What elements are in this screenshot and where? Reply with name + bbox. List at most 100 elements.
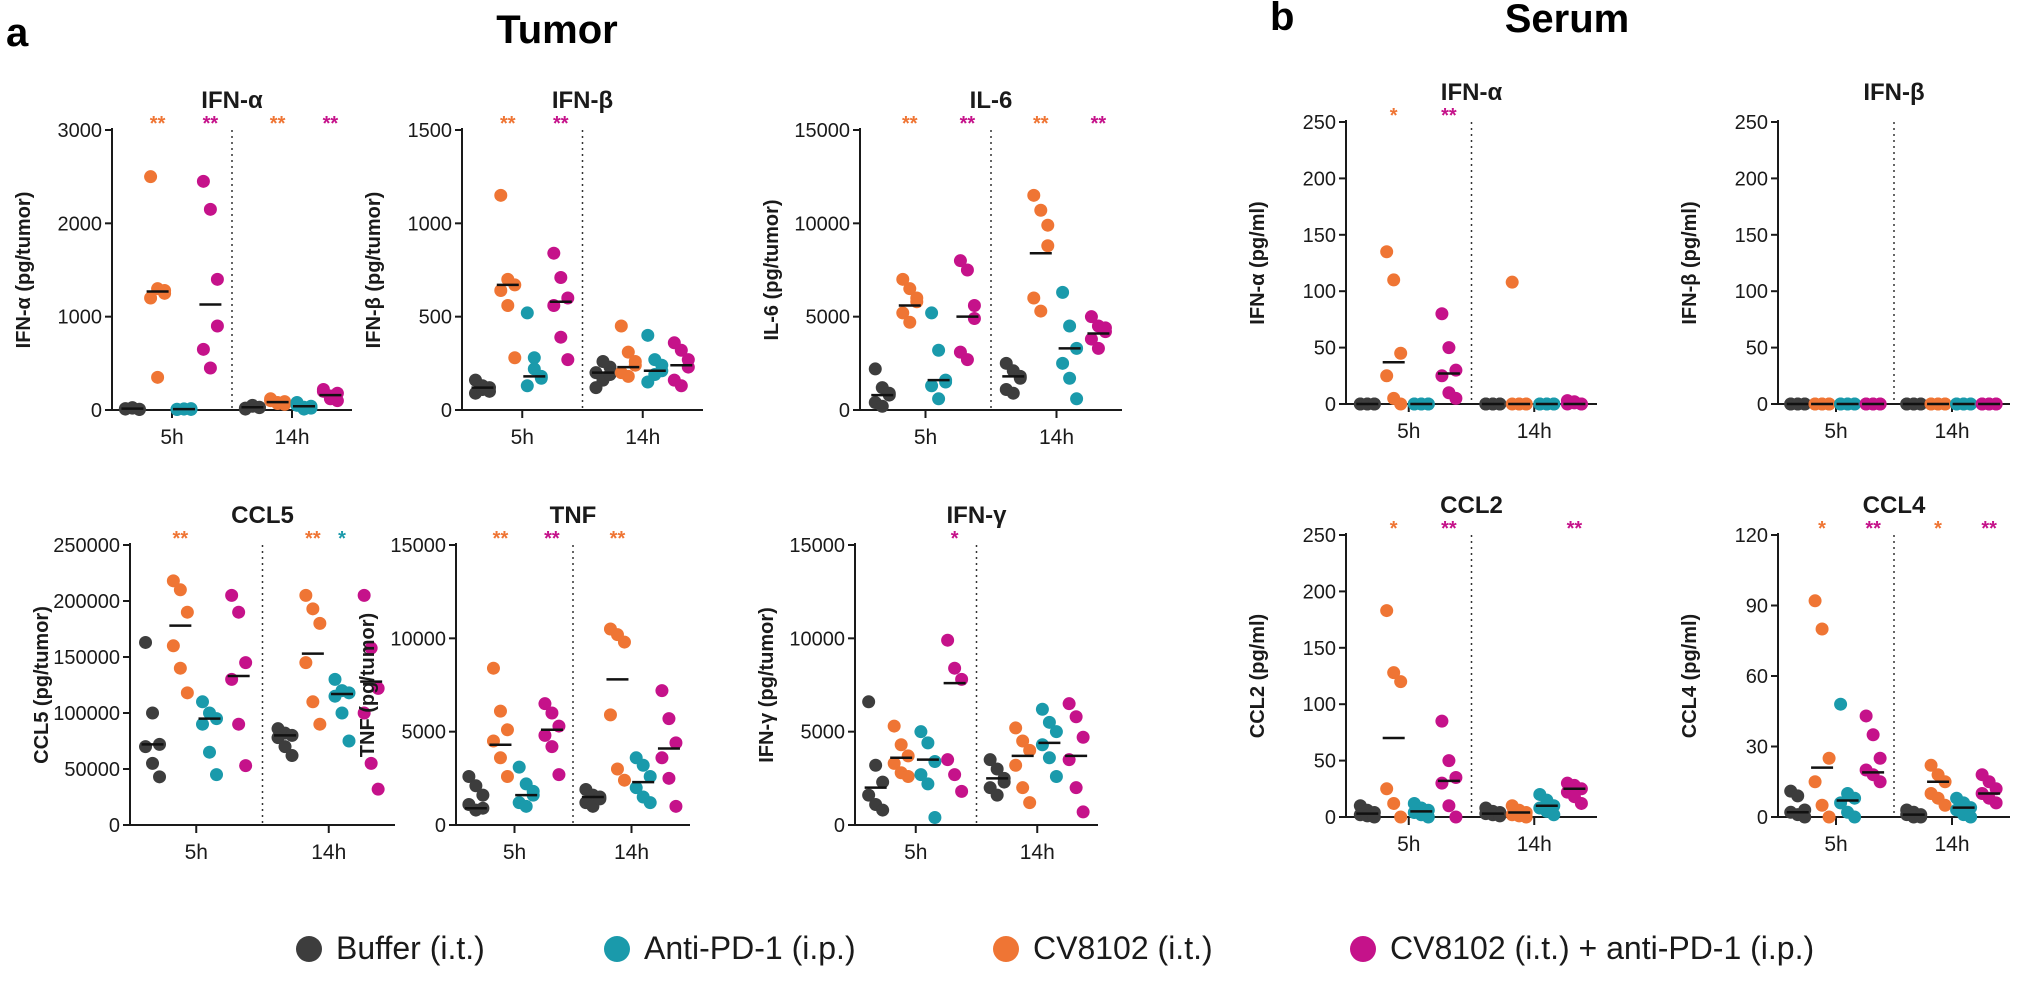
point-cv8102 [1808,594,1822,608]
point-buffer [876,775,890,789]
point-antipd1 [1848,791,1862,805]
point-combo [1989,796,2003,810]
legend-label-combo: CV8102 (i.t.) + anti-PD-1 (i.p.) [1390,930,1815,966]
point-combo [1435,776,1449,790]
significance-cv8102: * [1390,105,1398,127]
point-buffer [1493,809,1507,823]
y-tick-label: 1000 [408,213,453,235]
significance-cv8102: * [1818,518,1826,540]
section-title-serum: Serum [1505,0,1630,41]
point-combo [561,353,575,367]
point-cv8102 [1027,188,1041,202]
point-cv8102 [1034,304,1048,318]
y-tick-label: 250000 [53,535,120,557]
x-tick-label: 14h [311,841,346,864]
point-combo [554,330,568,344]
point-buffer [876,803,890,817]
chart-title: IL-6 [970,87,1013,114]
y-tick-label: 0 [441,400,452,422]
y-tick-label: 50 [1314,751,1336,773]
significance-cv8102: ** [500,113,516,135]
point-cv8102 [903,315,917,329]
point-antipd1 [1035,702,1049,716]
point-combo [239,759,253,773]
point-antipd1 [1964,810,1978,824]
point-cv8102 [1009,721,1023,735]
point-cv8102 [1822,751,1836,765]
point-antipd1 [210,768,223,782]
point-cv8102 [1023,796,1037,810]
point-cv8102 [1380,604,1394,618]
significance-antipd1: * [338,528,346,550]
legend: Buffer (i.t.) Anti-PD-1 (i.p.) CV8102 (i… [0,930,2024,980]
point-combo [655,751,669,765]
point-antipd1 [342,734,356,748]
point-cv8102 [1394,397,1408,411]
significance-combo: ** [544,528,560,550]
significance-combo: * [951,528,959,550]
point-cv8102 [901,769,915,783]
point-combo [1098,321,1112,335]
point-antipd1 [643,796,657,810]
point-combo [1859,709,1873,723]
point-cv8102 [1387,796,1401,810]
point-antipd1 [921,736,935,750]
point-buffer [278,740,292,754]
point-cv8102 [1519,810,1533,824]
point-cv8102 [1034,203,1048,217]
point-buffer [476,788,490,802]
point-combo [547,246,561,260]
legend-item-antipd1: Anti-PD-1 (i.p.) [604,930,856,967]
point-combo [538,697,552,711]
point-cv8102 [493,704,507,718]
point-cv8102 [180,605,194,619]
significance-combo: ** [203,113,219,135]
significance-combo: ** [1441,518,1457,540]
legend-label-cv8102: CV8102 (i.t.) [1033,930,1213,966]
point-antipd1 [1070,392,1084,406]
y-tick-label: 5000 [402,722,447,744]
y-tick-label: 500 [419,307,452,329]
chart-2: IL-6 IL-6 (pg/tumor) 0 5000 10000 15000 5h ** **… [761,87,1122,449]
point-cv8102 [1394,675,1408,689]
point-combo [239,656,253,670]
point-combo [1873,751,1887,765]
point-combo [371,681,385,695]
point-antipd1 [1056,285,1070,299]
chart-5: IFN-γ IFN-γ (pg/tumor) 0 5000 10000 15000 5h * 1… [756,502,1098,864]
point-cv8102 [887,719,901,733]
point-combo [1873,775,1887,789]
point-buffer [1006,386,1020,400]
point-cv8102 [299,656,313,670]
x-tick-label: 5h [1397,420,1420,443]
point-combo [552,768,566,782]
significance-combo: ** [1981,518,1997,540]
point-cv8102 [903,282,917,296]
point-antipd1 [914,725,928,739]
point-combo [662,712,676,726]
point-combo [316,382,330,396]
significance-cv8102: ** [902,113,918,135]
point-combo [1442,341,1456,355]
point-combo [948,768,962,782]
x-tick-label: 5h [1824,833,1847,856]
y-tick-label: 3000 [58,120,103,142]
point-antipd1 [328,689,342,703]
y-tick-label: 100 [1735,281,1768,303]
point-combo [203,202,217,216]
point-cv8102 [901,749,915,763]
legend-item-combo: CV8102 (i.t.) + anti-PD-1 (i.p.) [1350,930,1814,967]
legend-label-buffer: Buffer (i.t.) [336,930,485,966]
point-cv8102 [1041,239,1055,253]
legend-label-antipd1: Anti-PD-1 (i.p.) [644,930,856,966]
point-buffer [990,762,1004,776]
point-buffer [593,792,607,806]
point-antipd1 [328,672,342,686]
point-antipd1 [932,392,946,406]
point-cv8102 [603,708,617,722]
point-cv8102 [500,723,514,737]
point-cv8102 [610,762,624,776]
significance-cv8102: ** [173,528,189,550]
